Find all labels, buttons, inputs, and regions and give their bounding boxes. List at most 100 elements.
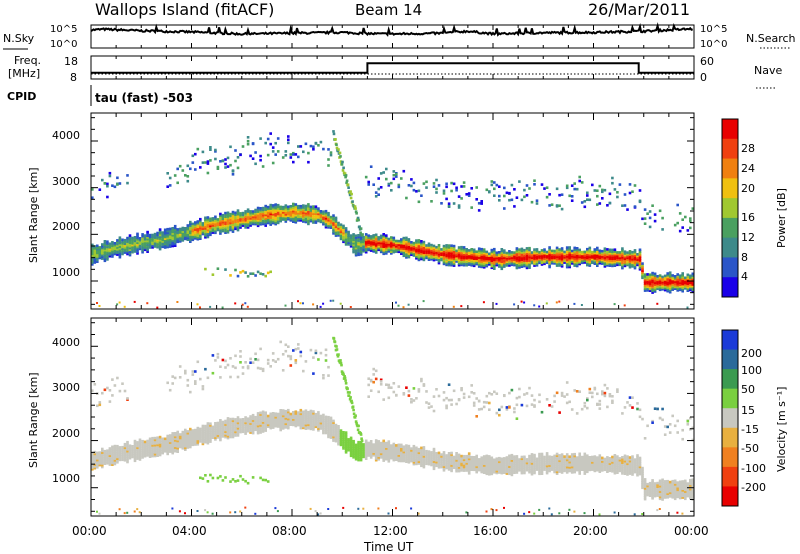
range-cell <box>131 245 134 249</box>
range-cell <box>661 277 664 280</box>
range-cell <box>402 254 406 258</box>
range-cell <box>216 167 220 170</box>
range-cell <box>455 468 458 471</box>
range-cell <box>382 398 385 401</box>
range-cell <box>181 443 185 446</box>
range-cell <box>350 192 353 196</box>
range-cell <box>302 207 305 211</box>
range-cell <box>158 246 162 249</box>
range-cell <box>407 448 411 451</box>
range-cell <box>568 255 571 258</box>
range-cell <box>204 216 207 220</box>
range-cell <box>498 460 501 464</box>
range-cell <box>158 230 162 233</box>
range-cell <box>503 249 506 252</box>
range-cell <box>362 452 365 455</box>
range-cell <box>427 461 431 464</box>
range-cell <box>319 215 323 218</box>
range-cell <box>626 251 629 254</box>
range-cell <box>533 253 536 257</box>
range-cell <box>377 507 380 510</box>
range-cell <box>349 452 353 456</box>
range-cell <box>601 251 604 255</box>
range-cell <box>616 258 619 261</box>
range-cell <box>357 239 360 242</box>
range-cell <box>98 454 102 458</box>
range-cell <box>470 260 473 263</box>
range-cell <box>292 416 295 419</box>
range-cell <box>568 251 571 255</box>
range-cell <box>108 450 112 454</box>
range-cell <box>116 176 119 180</box>
range-cell <box>684 287 687 290</box>
range-cell <box>430 247 433 250</box>
range-cell <box>241 426 245 430</box>
range-cell <box>354 207 357 210</box>
range-cell <box>661 288 664 291</box>
range-cell <box>628 191 632 195</box>
range-cell <box>229 511 232 514</box>
range-cell <box>395 175 398 178</box>
range-cell <box>201 477 205 480</box>
range-cell <box>244 425 247 428</box>
range-cell <box>151 453 154 456</box>
range-cell <box>219 419 222 422</box>
range-cell <box>101 462 104 465</box>
range-cell <box>244 479 247 483</box>
range-cell <box>186 227 190 231</box>
range-cell <box>168 245 172 248</box>
range-cell <box>128 456 132 460</box>
range-cell <box>432 451 436 454</box>
range-cell <box>186 238 190 241</box>
range-cell <box>226 165 230 168</box>
range-cell <box>141 441 144 445</box>
range-cell <box>415 190 418 193</box>
range-cell <box>480 461 483 465</box>
range-cell <box>334 227 338 230</box>
nave-right-tick-60: 60 <box>700 55 714 68</box>
range-cell <box>367 234 370 237</box>
range-cell <box>450 248 453 251</box>
range-cell <box>673 280 677 283</box>
range-cell <box>656 278 659 282</box>
range-cell <box>613 255 617 259</box>
range-cell <box>312 205 315 208</box>
range-cell <box>558 300 561 303</box>
range-cell <box>297 210 300 213</box>
range-cell <box>221 424 225 427</box>
range-cell <box>128 241 132 244</box>
range-cell <box>138 238 142 242</box>
range-cell <box>385 457 388 461</box>
range-cell <box>151 440 154 444</box>
range-cell <box>314 210 318 214</box>
range-cell <box>96 453 99 456</box>
range-cell <box>525 264 529 268</box>
range-cell <box>309 415 313 418</box>
range-cell <box>168 448 172 452</box>
range-cell <box>405 451 408 455</box>
range-cell <box>392 458 396 462</box>
range-cell <box>133 239 137 243</box>
range-cell <box>508 458 511 461</box>
range-cell <box>606 257 609 260</box>
range-cell <box>482 458 486 462</box>
range-cell <box>475 460 478 463</box>
range-cell <box>493 255 496 258</box>
range-cell <box>560 193 564 196</box>
range-cell <box>653 281 657 284</box>
range-cell <box>163 446 167 450</box>
range-cell <box>302 421 305 424</box>
range-cell <box>91 248 94 252</box>
range-cell <box>369 456 373 459</box>
range-cell <box>219 218 222 221</box>
range-cell <box>332 432 335 435</box>
range-cell <box>148 244 152 247</box>
range-cell <box>314 423 318 427</box>
range-cell <box>216 267 220 270</box>
range-cell <box>503 252 506 256</box>
range-cell <box>329 427 333 430</box>
range-cell <box>234 302 237 305</box>
range-cell <box>651 284 654 287</box>
range-cell <box>274 424 277 428</box>
range-cell <box>392 249 396 252</box>
